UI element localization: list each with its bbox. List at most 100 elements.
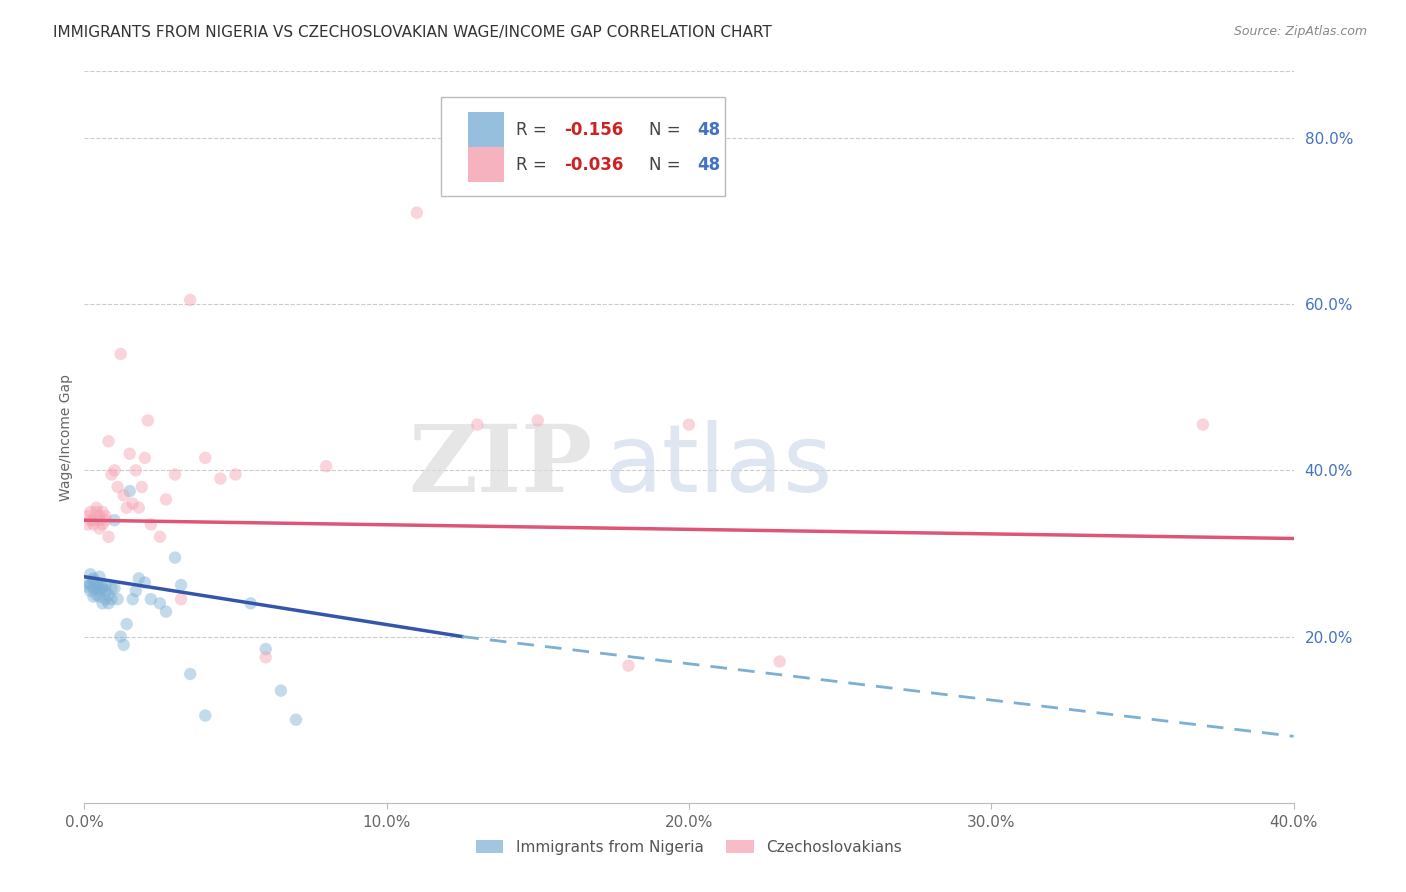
Point bbox=[104, 582, 127, 596]
Text: R =: R = bbox=[516, 120, 547, 138]
Point bbox=[225, 467, 247, 482]
Point bbox=[89, 521, 111, 535]
Text: 48: 48 bbox=[697, 156, 720, 174]
Point bbox=[125, 463, 148, 477]
Point bbox=[112, 638, 135, 652]
Point bbox=[270, 683, 292, 698]
Point bbox=[76, 575, 98, 590]
Point bbox=[107, 592, 129, 607]
Point bbox=[89, 590, 111, 604]
Text: 48: 48 bbox=[697, 120, 720, 138]
Point bbox=[79, 583, 101, 598]
Point bbox=[110, 347, 132, 361]
Point bbox=[82, 582, 104, 596]
Point bbox=[107, 480, 129, 494]
Point bbox=[139, 592, 162, 607]
Point bbox=[527, 413, 550, 427]
Point bbox=[94, 592, 117, 607]
Point bbox=[170, 578, 193, 592]
Point bbox=[115, 617, 138, 632]
Point bbox=[97, 596, 120, 610]
Point bbox=[136, 413, 159, 427]
Point bbox=[86, 588, 108, 602]
Point bbox=[112, 488, 135, 502]
Text: atlas: atlas bbox=[605, 420, 832, 512]
Point bbox=[86, 505, 108, 519]
Point bbox=[617, 658, 640, 673]
Point bbox=[315, 459, 337, 474]
Point bbox=[91, 517, 114, 532]
Point bbox=[239, 596, 262, 610]
Point bbox=[155, 605, 177, 619]
Point bbox=[79, 513, 101, 527]
Point bbox=[89, 582, 111, 596]
Point bbox=[128, 571, 150, 585]
Point bbox=[121, 592, 143, 607]
Point bbox=[94, 509, 117, 524]
Point bbox=[97, 434, 120, 449]
Point bbox=[134, 450, 156, 465]
Point bbox=[406, 205, 429, 219]
Point bbox=[89, 513, 111, 527]
Point bbox=[82, 517, 104, 532]
Point bbox=[118, 484, 141, 499]
Point bbox=[86, 580, 108, 594]
Point bbox=[89, 570, 111, 584]
Point bbox=[467, 417, 489, 432]
Point bbox=[94, 578, 117, 592]
Text: ZIP: ZIP bbox=[408, 421, 592, 511]
Point bbox=[100, 592, 122, 607]
Point bbox=[91, 582, 114, 596]
Point bbox=[254, 650, 277, 665]
Text: Source: ZipAtlas.com: Source: ZipAtlas.com bbox=[1233, 25, 1367, 38]
Point bbox=[254, 642, 277, 657]
Text: R =: R = bbox=[516, 156, 547, 174]
Text: N =: N = bbox=[650, 156, 681, 174]
Point bbox=[91, 580, 114, 594]
Point bbox=[82, 573, 104, 587]
Point bbox=[97, 588, 120, 602]
Point bbox=[76, 580, 98, 594]
Point bbox=[194, 708, 217, 723]
Point bbox=[91, 505, 114, 519]
Point bbox=[76, 517, 98, 532]
Point bbox=[100, 582, 122, 596]
Point bbox=[769, 655, 792, 669]
Point bbox=[149, 530, 172, 544]
Point bbox=[76, 509, 98, 524]
Point bbox=[285, 713, 308, 727]
Point bbox=[110, 630, 132, 644]
FancyBboxPatch shape bbox=[468, 147, 503, 182]
Point bbox=[209, 472, 232, 486]
Point bbox=[86, 500, 108, 515]
Point bbox=[134, 575, 156, 590]
Text: -0.156: -0.156 bbox=[564, 120, 624, 138]
Y-axis label: Wage/Income Gap: Wage/Income Gap bbox=[59, 374, 73, 500]
Point bbox=[1192, 417, 1215, 432]
Point bbox=[82, 571, 104, 585]
Point bbox=[170, 592, 193, 607]
FancyBboxPatch shape bbox=[441, 97, 725, 195]
Point bbox=[194, 450, 217, 465]
Point bbox=[89, 509, 111, 524]
Text: IMMIGRANTS FROM NIGERIA VS CZECHOSLOVAKIAN WAGE/INCOME GAP CORRELATION CHART: IMMIGRANTS FROM NIGERIA VS CZECHOSLOVAKI… bbox=[53, 25, 772, 40]
Point bbox=[118, 447, 141, 461]
Text: -0.036: -0.036 bbox=[564, 156, 624, 174]
Point bbox=[104, 463, 127, 477]
Point bbox=[128, 500, 150, 515]
Point bbox=[678, 417, 700, 432]
Point bbox=[104, 513, 127, 527]
Point bbox=[125, 583, 148, 598]
Point bbox=[121, 497, 143, 511]
Point bbox=[79, 567, 101, 582]
Point bbox=[79, 578, 101, 592]
Point bbox=[115, 500, 138, 515]
Point bbox=[94, 583, 117, 598]
Point bbox=[139, 517, 162, 532]
FancyBboxPatch shape bbox=[468, 112, 503, 147]
Point bbox=[79, 505, 101, 519]
Point bbox=[82, 590, 104, 604]
Point bbox=[97, 530, 120, 544]
Legend: Immigrants from Nigeria, Czechoslovakians: Immigrants from Nigeria, Czechoslovakian… bbox=[470, 834, 908, 861]
Point bbox=[131, 480, 153, 494]
